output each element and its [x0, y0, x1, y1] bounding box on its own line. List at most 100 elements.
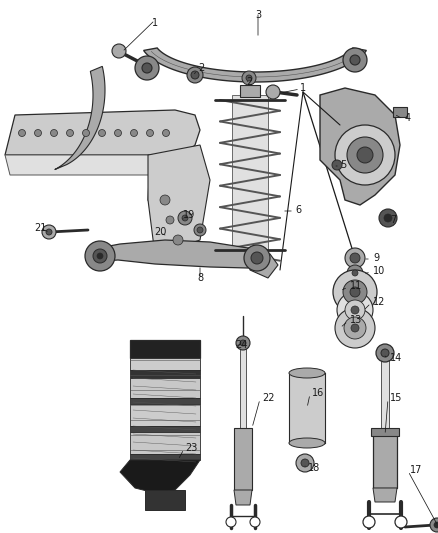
- Circle shape: [93, 249, 107, 263]
- Polygon shape: [320, 88, 400, 205]
- Circle shape: [381, 349, 389, 357]
- Bar: [130, 404, 200, 426]
- Bar: [381, 358, 389, 433]
- Circle shape: [135, 56, 159, 80]
- Circle shape: [197, 227, 203, 233]
- Circle shape: [335, 125, 395, 185]
- Text: 19: 19: [183, 210, 195, 220]
- Polygon shape: [234, 490, 252, 505]
- Circle shape: [236, 336, 250, 350]
- Bar: [145, 490, 185, 510]
- Text: 10: 10: [373, 266, 385, 276]
- Bar: [373, 433, 397, 488]
- Circle shape: [242, 71, 256, 85]
- Circle shape: [379, 209, 397, 227]
- Text: 1: 1: [152, 18, 158, 28]
- Circle shape: [343, 280, 367, 304]
- Circle shape: [85, 241, 115, 271]
- Circle shape: [250, 517, 260, 527]
- Circle shape: [376, 344, 394, 362]
- Polygon shape: [373, 488, 397, 502]
- Circle shape: [160, 195, 170, 205]
- Bar: [240, 85, 260, 97]
- Circle shape: [18, 130, 25, 136]
- Ellipse shape: [289, 368, 325, 378]
- Circle shape: [182, 215, 188, 221]
- Polygon shape: [148, 155, 178, 240]
- Circle shape: [347, 137, 383, 173]
- Polygon shape: [55, 66, 105, 169]
- Circle shape: [345, 300, 365, 320]
- Circle shape: [363, 516, 375, 528]
- Circle shape: [332, 160, 342, 170]
- Circle shape: [333, 270, 377, 314]
- Text: 6: 6: [295, 205, 301, 215]
- Circle shape: [194, 224, 206, 236]
- Text: 5: 5: [340, 160, 346, 170]
- Circle shape: [395, 516, 407, 528]
- Text: 1: 1: [300, 83, 306, 93]
- Circle shape: [166, 216, 174, 224]
- Text: 12: 12: [373, 297, 385, 307]
- Text: 20: 20: [154, 227, 166, 237]
- Circle shape: [187, 67, 203, 83]
- Bar: [130, 426, 200, 432]
- Circle shape: [82, 130, 89, 136]
- Polygon shape: [144, 48, 367, 82]
- Circle shape: [46, 229, 52, 235]
- Bar: [130, 454, 200, 460]
- Circle shape: [97, 253, 103, 259]
- Bar: [130, 370, 200, 378]
- Text: 9: 9: [373, 253, 379, 263]
- Circle shape: [430, 518, 438, 532]
- Text: 3: 3: [255, 10, 261, 20]
- Polygon shape: [88, 240, 265, 268]
- Bar: [130, 358, 200, 370]
- Text: 8: 8: [197, 273, 203, 283]
- Text: 18: 18: [308, 463, 320, 473]
- Circle shape: [351, 324, 359, 332]
- Text: 21: 21: [34, 223, 46, 233]
- Circle shape: [351, 306, 359, 314]
- Bar: [289, 373, 325, 443]
- Circle shape: [99, 130, 106, 136]
- Ellipse shape: [289, 438, 325, 448]
- Circle shape: [251, 252, 263, 264]
- Circle shape: [178, 211, 192, 225]
- Circle shape: [112, 44, 126, 58]
- Bar: [232, 95, 268, 255]
- Circle shape: [173, 235, 183, 245]
- Circle shape: [434, 522, 438, 528]
- Polygon shape: [5, 155, 170, 175]
- Circle shape: [246, 75, 252, 81]
- Circle shape: [42, 225, 56, 239]
- Circle shape: [67, 130, 74, 136]
- Polygon shape: [120, 460, 200, 493]
- Text: 17: 17: [410, 465, 422, 475]
- Bar: [393, 107, 407, 117]
- Circle shape: [347, 265, 363, 281]
- Bar: [371, 428, 399, 436]
- Text: 2: 2: [246, 77, 252, 87]
- Circle shape: [352, 270, 358, 276]
- Bar: [130, 398, 200, 404]
- Bar: [130, 432, 200, 454]
- Circle shape: [301, 459, 309, 467]
- Text: 24: 24: [235, 340, 247, 350]
- Circle shape: [114, 130, 121, 136]
- Circle shape: [146, 130, 153, 136]
- Text: 4: 4: [405, 113, 411, 123]
- Circle shape: [350, 55, 360, 65]
- Text: 7: 7: [390, 215, 396, 225]
- Circle shape: [296, 454, 314, 472]
- Circle shape: [35, 130, 42, 136]
- Circle shape: [142, 63, 152, 73]
- Text: 22: 22: [262, 393, 275, 403]
- Text: 13: 13: [350, 315, 362, 325]
- Text: 16: 16: [312, 388, 324, 398]
- Circle shape: [50, 130, 57, 136]
- Polygon shape: [248, 248, 278, 278]
- Polygon shape: [148, 145, 210, 255]
- Circle shape: [131, 130, 138, 136]
- Circle shape: [344, 317, 366, 339]
